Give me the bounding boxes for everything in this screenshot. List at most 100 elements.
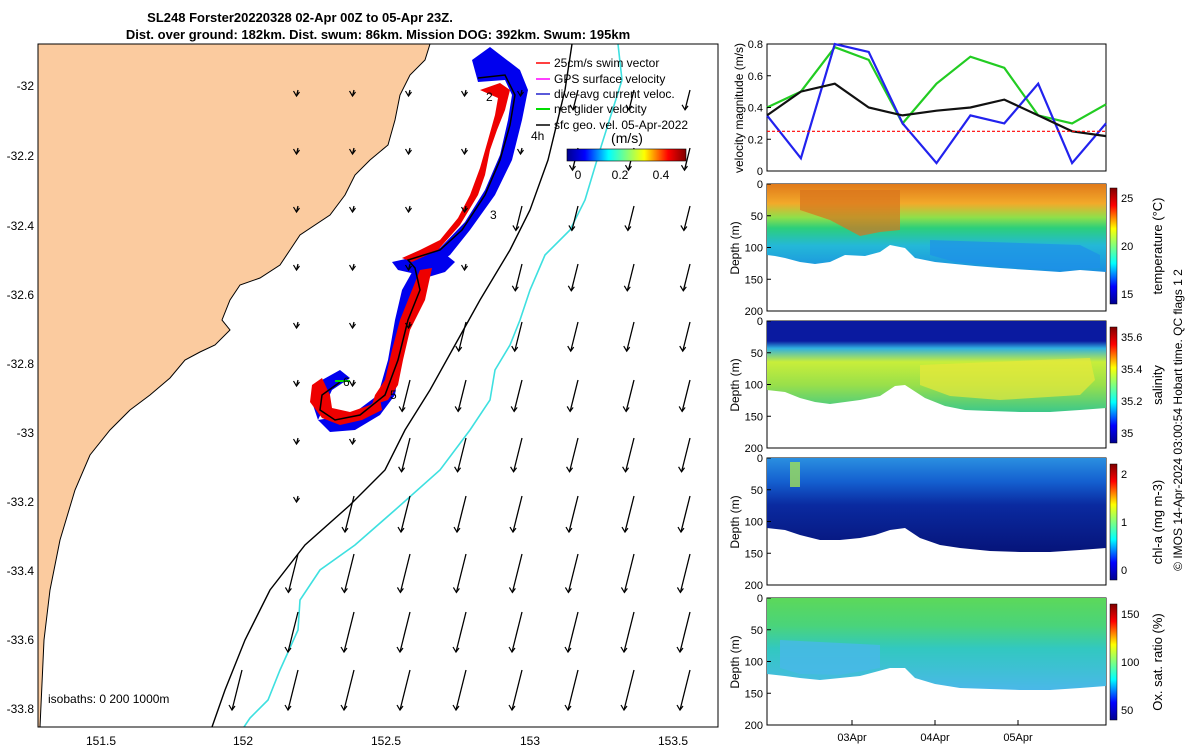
current-arrow-head bbox=[396, 587, 404, 594]
temperature-deep-blue bbox=[930, 240, 1100, 270]
current-arrow bbox=[514, 263, 523, 291]
current-arrow bbox=[455, 553, 467, 593]
colorbar-tick-label: 35.6 bbox=[1121, 332, 1142, 344]
current-arrow-head bbox=[341, 526, 349, 534]
depth-tick-label: 150 bbox=[745, 688, 763, 700]
map-x-axis: 151.5 152 152.5 153 153.5 bbox=[86, 734, 688, 748]
colorbar-tick-02: 0.2 bbox=[612, 168, 629, 182]
current-arrow-head bbox=[398, 466, 406, 473]
current-arrow-head bbox=[284, 646, 292, 654]
current-arrow-head bbox=[508, 704, 516, 712]
current-arrow bbox=[623, 553, 635, 593]
colorbar-tick-label: 150 bbox=[1121, 609, 1139, 621]
current-arrow-head bbox=[676, 587, 684, 594]
current-arrow-head bbox=[404, 148, 412, 156]
current-arrow-head bbox=[292, 206, 300, 214]
current-arrow bbox=[400, 495, 411, 533]
current-arrow bbox=[287, 669, 299, 711]
current-arrow bbox=[572, 89, 579, 110]
map-ytick: -32 bbox=[17, 79, 35, 93]
depth-tick-label: 100 bbox=[745, 517, 763, 529]
current-arrow-head bbox=[620, 704, 628, 712]
depth-tick-label: 200 bbox=[745, 443, 763, 455]
current-arrow bbox=[455, 669, 467, 711]
current-arrow bbox=[571, 205, 579, 231]
velocity-series-line bbox=[766, 42, 1107, 166]
time-tick-label: 04Apr bbox=[920, 732, 950, 744]
velocity-series-line bbox=[766, 82, 1107, 138]
current-arrow-head bbox=[622, 466, 630, 473]
current-arrow-head bbox=[564, 646, 572, 654]
current-arrows bbox=[228, 89, 691, 712]
depth-tick-label: 0 bbox=[757, 316, 763, 328]
colorbar-tick-label: 1 bbox=[1121, 517, 1127, 529]
current-arrow-head bbox=[396, 704, 404, 712]
colorbar-tick-label: 35.2 bbox=[1121, 396, 1142, 408]
current-arrow bbox=[567, 611, 579, 653]
current-arrow-head bbox=[284, 704, 292, 712]
current-arrow-head bbox=[460, 90, 468, 98]
map-panel: 2 3 4h 5 6 25cm/s swim vector GPS surfac… bbox=[7, 43, 719, 748]
current-arrow-head bbox=[292, 438, 300, 446]
current-arrow-head bbox=[625, 104, 633, 111]
temperature-panel bbox=[766, 183, 1118, 312]
isobath-200m bbox=[211, 44, 573, 727]
current-arrow-head bbox=[348, 206, 356, 214]
depth-tick-label: 100 bbox=[745, 657, 763, 669]
salinity-colorbar bbox=[1109, 326, 1118, 444]
current-arrow-head bbox=[623, 285, 631, 292]
chla-colorbar bbox=[1109, 463, 1118, 581]
current-arrow-head bbox=[622, 406, 630, 413]
current-arrow-head bbox=[292, 148, 300, 156]
current-arrow bbox=[512, 437, 523, 472]
current-arrow-head bbox=[567, 345, 575, 353]
current-arrow bbox=[399, 553, 411, 593]
current-arrow bbox=[679, 669, 691, 711]
velocity-ytick-label: 0.4 bbox=[748, 103, 763, 115]
current-arrow-head bbox=[292, 380, 300, 388]
current-arrow bbox=[680, 495, 691, 533]
current-arrow bbox=[399, 669, 411, 711]
track-black-line bbox=[319, 74, 516, 421]
current-arrow bbox=[568, 437, 579, 472]
colorbar-tick-label: 0 bbox=[1121, 565, 1127, 577]
current-arrow bbox=[568, 495, 579, 533]
track-label-4h: 4h bbox=[531, 129, 544, 143]
current-arrow-head bbox=[516, 90, 524, 98]
depth-tick-label: 50 bbox=[751, 485, 763, 497]
current-arrow-head bbox=[292, 322, 300, 330]
current-arrow-head bbox=[567, 285, 575, 292]
current-arrow bbox=[511, 669, 523, 711]
chla-field bbox=[767, 458, 1106, 552]
current-arrow bbox=[400, 437, 411, 472]
current-arrow-head bbox=[348, 438, 356, 446]
current-arrow-head bbox=[566, 406, 574, 413]
current-arrow bbox=[567, 553, 579, 593]
current-arrow-head bbox=[292, 496, 300, 504]
depth-tick-label: 50 bbox=[751, 348, 763, 360]
colorbar-title: (m/s) bbox=[611, 130, 643, 146]
current-arrow-head bbox=[452, 646, 460, 654]
current-arrow-head bbox=[620, 587, 628, 594]
current-arrow bbox=[455, 611, 467, 653]
map-ytick: -33.2 bbox=[7, 495, 35, 509]
velocity-ytick-label: 0.8 bbox=[748, 39, 763, 51]
current-arrow-head bbox=[510, 406, 518, 413]
land-area bbox=[38, 44, 431, 727]
current-arrow-head bbox=[398, 406, 406, 413]
legend-sfc: sfc geo. vel. 05-Apr-2022 bbox=[554, 118, 688, 132]
isobaths-label: isobaths: 0 200 1000m bbox=[48, 692, 169, 706]
colorbar-label: temperature (°C) bbox=[1150, 198, 1165, 295]
title-line-2: Dist. over ground: 182km. Dist. swum: 86… bbox=[126, 27, 630, 42]
current-arrow-head bbox=[676, 646, 684, 654]
current-arrow bbox=[679, 611, 691, 653]
current-arrow-head bbox=[460, 264, 468, 272]
map-xtick: 153 bbox=[520, 734, 540, 748]
current-arrow bbox=[624, 437, 635, 472]
colorbar-tick-label: 15 bbox=[1121, 289, 1133, 301]
current-arrow bbox=[458, 321, 467, 352]
colorbar-tick-04: 0.4 bbox=[653, 168, 670, 182]
current-arrow bbox=[627, 205, 635, 231]
current-arrow-head bbox=[512, 225, 520, 232]
